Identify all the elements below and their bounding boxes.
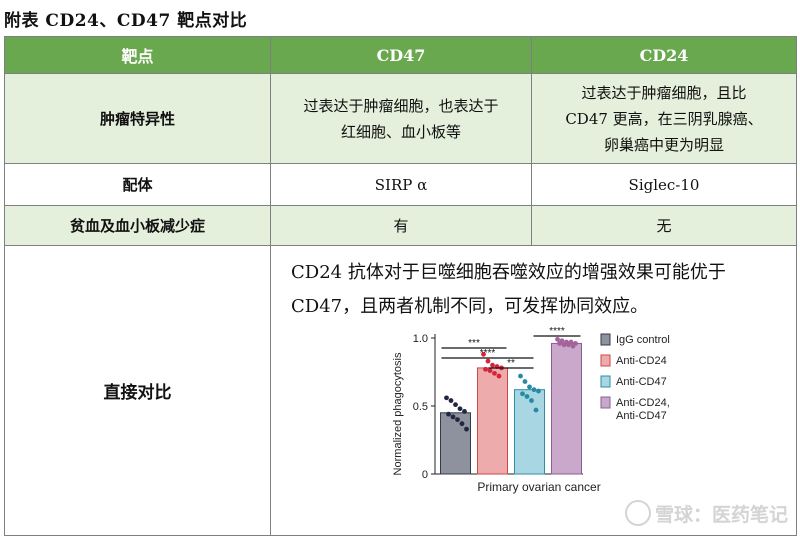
data-point [455,417,460,422]
snowball-logo-icon [624,500,651,526]
data-point [492,370,497,376]
y-tick-label: 0.5 [413,401,428,413]
legend-label: Anti-CD47 [616,410,667,422]
data-point [448,398,454,403]
legend-label: Anti-CD24 [616,355,667,367]
data-point [520,391,525,397]
cell-line: 卵巢癌中更为明显 [603,135,724,154]
table-row: 配体 SIRP α Siglec-10 [4,163,797,206]
legend-swatch-2 [600,354,611,367]
cell-cd24-specificity: 过表达于肿瘤细胞，且比 CD47 更高，在三阴乳腺癌、 卵巢癌中更为明显 [531,73,797,164]
cell-cd24-anemia: 无 [531,205,797,246]
data-point [481,351,486,357]
cell-line: CD47 更高，在三阴乳腺癌、 [565,109,763,128]
legend-label: IgG control [616,334,670,346]
bar-4 [551,342,582,475]
significance-label: ** [507,358,515,369]
data-point [483,366,488,372]
cell-cd47-specificity: 过表达于肿瘤细胞，也表达于 红细胞、血小板等 [270,73,532,164]
row-label-anemia: 贫血及血小板减少症 [4,205,271,246]
legend-swatch-1 [600,333,611,346]
data-point [524,394,530,399]
data-point [561,342,567,348]
bar-3 [514,389,545,475]
y-axis-label: Normalized phagocytosis [392,352,404,475]
phagocytosis-chart-svg: 0 0.5 1.0 Normalized phagocytosis Primary ov… [392,326,670,494]
header-cd24: CD24 [531,36,797,74]
comparison-summary: CD24 抗体对于巨噬细胞吞噬效应的增强效果可能优于 CD47，且两者机制不同，… [291,262,726,317]
data-point [464,426,469,432]
legend-label: Anti-CD47 [616,376,667,388]
y-tick-label: 1.0 [413,333,428,345]
header-target: 靶点 [4,36,271,74]
data-point [566,342,571,348]
data-point [459,421,465,427]
significance-label: *** [468,338,480,349]
cell-cd47-anemia: 有 [270,205,532,246]
data-point [485,358,491,364]
data-point [570,343,576,349]
significance-label: **** [480,348,496,359]
data-point [533,407,539,413]
table-row: 贫血及血小板减少症 有 无 [4,205,797,246]
legend-swatch-4 [600,396,611,409]
data-point [457,406,463,412]
data-point [555,336,560,342]
bar-2 [477,367,508,475]
cell-direct-compare: CD24 抗体对于巨噬细胞吞噬效应的增强效果可能优于 CD47，且两者机制不同，… [270,245,797,536]
significance-label: **** [549,326,565,337]
cell-line: 过表达于肿瘤细胞，且比 [581,83,747,102]
cell-line: 过表达于肿瘤细胞，也表达于 [303,96,499,115]
data-point [450,414,456,420]
table-row: 直接对比 CD24 抗体对于巨噬细胞吞噬效应的增强效果可能优于 CD47，且两者… [4,245,797,536]
data-point [453,402,458,408]
x-axis-label: Primary ovarian cancer [477,480,600,494]
data-point [446,411,451,417]
data-point [557,341,562,346]
data-point [487,368,493,374]
data-point [490,362,495,368]
row-label-specificity: 肿瘤特异性 [4,73,271,164]
bar-1 [440,412,471,475]
legend-label: Anti-CD24, [616,397,670,409]
table-row: 肿瘤特异性 过表达于肿瘤细胞，也表达于 红细胞、血小板等 过表达于肿瘤细胞，且比… [4,73,797,164]
legend-swatch-3 [600,375,611,388]
table-caption: 附表 CD24、CD47 靶点对比 [4,11,248,31]
cell-line: 红细胞、血小板等 [340,122,461,141]
data-point [496,373,502,379]
data-point [462,409,467,414]
watermark-text: 雪球：医药笔记 [654,504,788,526]
data-point [531,387,537,393]
data-point [444,395,449,401]
y-tick-label: 0 [422,469,428,481]
data-point [536,388,541,394]
cell-cd47-ligand: SIRP α [270,163,532,206]
watermark: 雪球：医药笔记 [624,500,788,527]
cell-cd24-ligand: Siglec-10 [531,163,797,206]
phagocytosis-chart: 0 0.5 1.0 Normalized phagocytosis Primary ov… [271,324,796,532]
data-point [527,384,532,390]
data-point [518,373,523,379]
comparison-table: 靶点 CD47 CD24 肿瘤特异性 过表达于肿瘤细胞，也表达于 红细胞、血小板… [4,36,797,536]
table-header-row: 靶点 CD47 CD24 [4,36,797,74]
row-label-ligand: 配体 [4,163,271,206]
data-point [522,379,528,384]
header-cd47: CD47 [270,36,532,74]
data-point [529,398,534,403]
row-label-direct-compare: 直接对比 [4,245,271,536]
